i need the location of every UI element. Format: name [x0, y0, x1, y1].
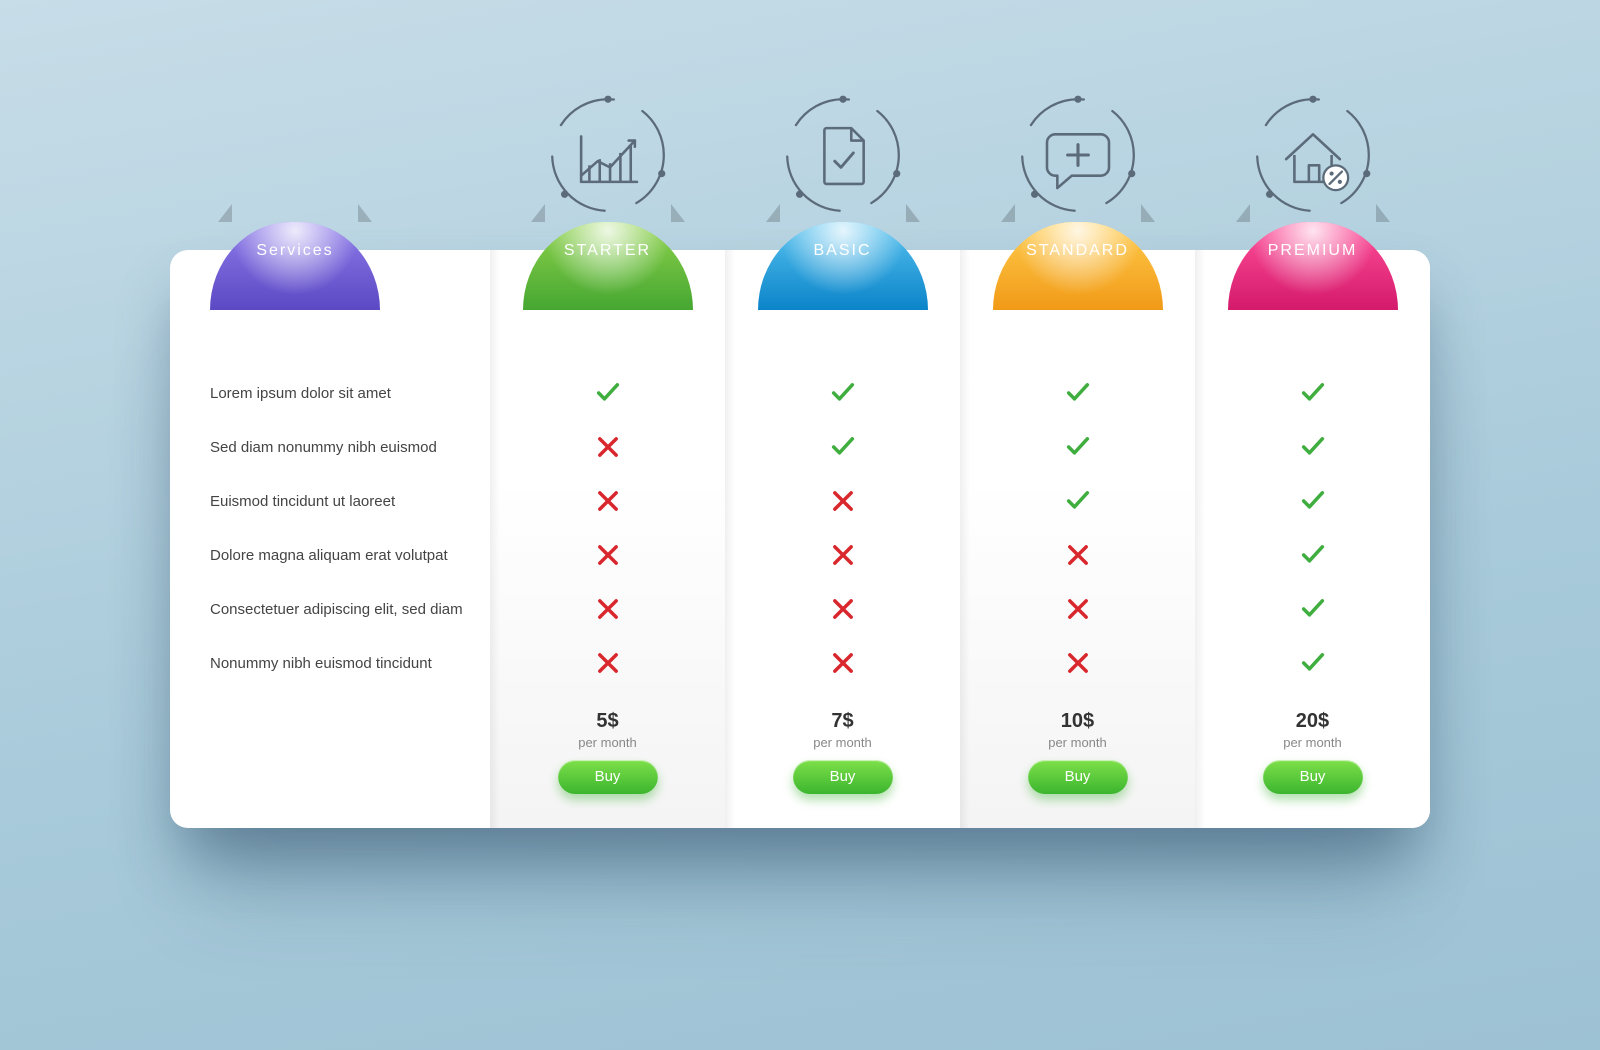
feature-cross: [829, 474, 857, 528]
feature-check: [1299, 366, 1327, 420]
feature-cross: [594, 636, 622, 690]
feature-check: [1299, 528, 1327, 582]
feature-check: [1064, 366, 1092, 420]
feature-label: Lorem ipsum dolor sit amet: [210, 366, 490, 420]
feature-check: [1064, 420, 1092, 474]
feature-label: Consectetuer adipiscing elit, sed diam: [210, 582, 490, 636]
plan-price: 7$: [813, 710, 872, 733]
plan-period: per month: [578, 735, 637, 750]
plan-period: per month: [1283, 735, 1342, 750]
plan-period: per month: [1048, 735, 1107, 750]
buy-button[interactable]: Buy: [1028, 760, 1128, 794]
feature-label: Nonummy nibh euismod tincidunt: [210, 636, 490, 690]
feature-cross: [829, 528, 857, 582]
feature-check: [829, 366, 857, 420]
services-column: Services Lorem ipsum dolor sit ametSed d…: [170, 250, 490, 828]
feature-label: Euismod tincidunt ut laoreet: [210, 474, 490, 528]
feature-check: [1299, 420, 1327, 474]
feature-check: [594, 366, 622, 420]
plan-column-basic: BASIC7$ per monthBuy: [725, 250, 960, 828]
plan-name: STANDARD: [993, 242, 1163, 260]
services-heading: Services: [210, 242, 380, 260]
plan-column-starter: STARTER5$ per monthBuy: [490, 250, 725, 828]
feature-check: [1064, 474, 1092, 528]
feature-cross: [1064, 636, 1092, 690]
feature-list: Lorem ipsum dolor sit ametSed diam nonum…: [170, 346, 490, 730]
feature-label: Dolore magna aliquam erat volutpat: [210, 528, 490, 582]
feature-cross: [594, 420, 622, 474]
buy-button[interactable]: Buy: [793, 760, 893, 794]
feature-cross: [594, 474, 622, 528]
pricing-wrap: Services Lorem ipsum dolor sit ametSed d…: [170, 60, 1430, 828]
feature-check: [1299, 636, 1327, 690]
plan-price: 20$: [1283, 710, 1342, 733]
feature-check: [829, 420, 857, 474]
plan-name: STARTER: [523, 242, 693, 260]
house-loan-icon: [1251, 93, 1375, 217]
feature-label: Sed diam nonummy nibh euismod: [210, 420, 490, 474]
document-icon: [781, 93, 905, 217]
feature-cross: [829, 582, 857, 636]
plan-period: per month: [813, 735, 872, 750]
plan-name: BASIC: [758, 242, 928, 260]
chart-icon: [546, 93, 670, 217]
feature-cross: [594, 582, 622, 636]
buy-button[interactable]: Buy: [558, 760, 658, 794]
pricing-table: Services Lorem ipsum dolor sit ametSed d…: [170, 250, 1430, 828]
buy-button[interactable]: Buy: [1263, 760, 1363, 794]
feature-cross: [594, 528, 622, 582]
medical-chat-icon: [1016, 93, 1140, 217]
feature-cross: [1064, 528, 1092, 582]
plan-column-premium: PREMIUM20$ per monthBuy: [1195, 250, 1430, 828]
plan-price: 5$: [578, 710, 637, 733]
feature-check: [1299, 474, 1327, 528]
feature-check: [1299, 582, 1327, 636]
plan-price: 10$: [1048, 710, 1107, 733]
plan-name: PREMIUM: [1228, 242, 1398, 260]
feature-cross: [1064, 582, 1092, 636]
feature-cross: [829, 636, 857, 690]
plan-column-standard: STANDARD10$ per monthBuy: [960, 250, 1195, 828]
